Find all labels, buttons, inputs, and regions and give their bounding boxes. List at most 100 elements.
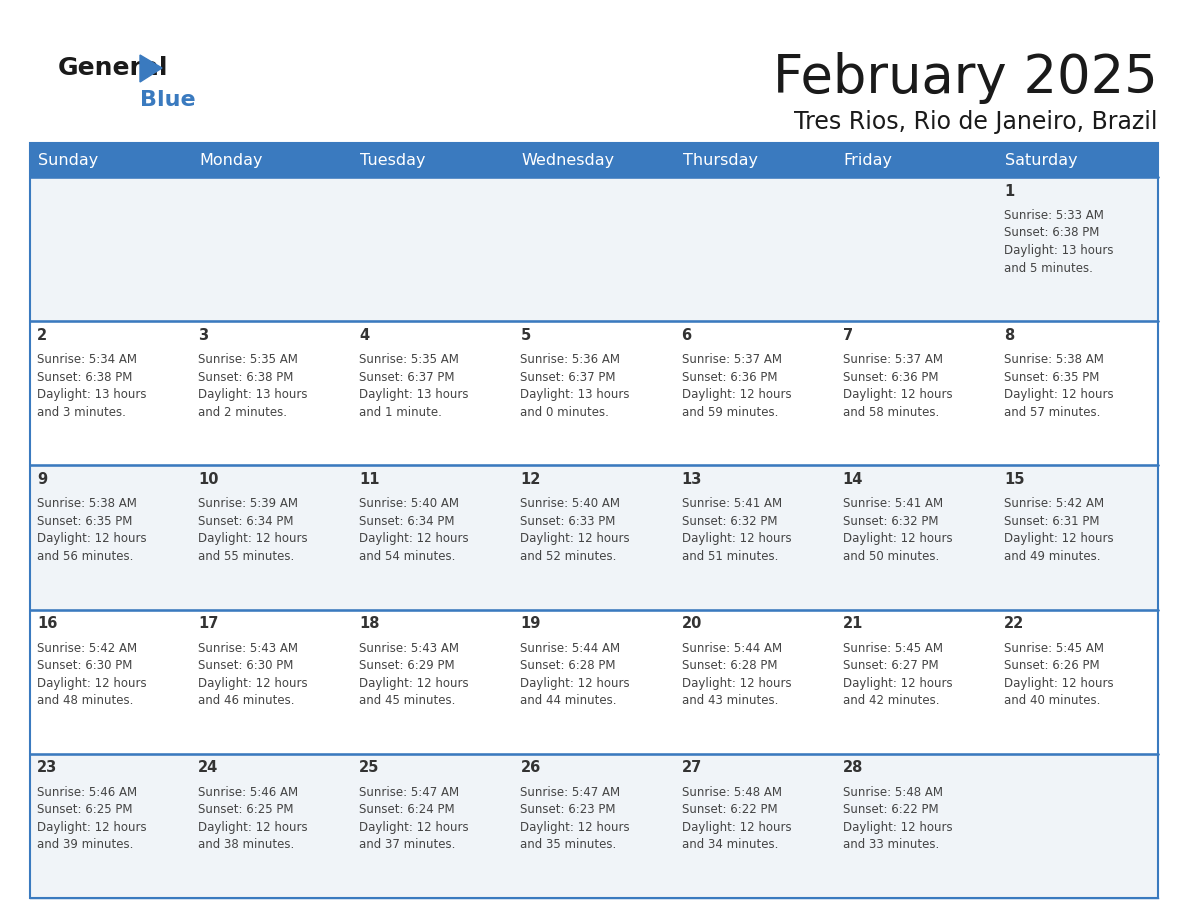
Bar (30, 177, 191, 321)
Bar (353, 754, 513, 898)
Text: Daylight: 12 hours: Daylight: 12 hours (1004, 388, 1113, 401)
Text: Daylight: 12 hours: Daylight: 12 hours (37, 532, 146, 545)
Text: and 39 minutes.: and 39 minutes. (37, 838, 133, 851)
Bar (675, 754, 835, 898)
Text: and 52 minutes.: and 52 minutes. (520, 550, 617, 563)
Text: Daylight: 13 hours: Daylight: 13 hours (1004, 244, 1113, 257)
Text: Sunrise: 5:47 AM: Sunrise: 5:47 AM (520, 786, 620, 799)
Text: Sunset: 6:36 PM: Sunset: 6:36 PM (682, 371, 777, 384)
Text: and 43 minutes.: and 43 minutes. (682, 694, 778, 707)
Bar (997, 177, 1158, 321)
Bar (835, 754, 997, 898)
Text: Daylight: 12 hours: Daylight: 12 hours (842, 677, 953, 689)
Text: 21: 21 (842, 616, 864, 631)
Bar (191, 177, 353, 321)
Bar (835, 610, 997, 754)
Bar (675, 143, 835, 177)
Text: Sunrise: 5:42 AM: Sunrise: 5:42 AM (37, 642, 137, 655)
Text: Sunset: 6:38 PM: Sunset: 6:38 PM (37, 371, 132, 384)
Bar (835, 143, 997, 177)
Text: 19: 19 (520, 616, 541, 631)
Bar (675, 321, 835, 465)
Text: Sunset: 6:37 PM: Sunset: 6:37 PM (359, 371, 455, 384)
Text: and 48 minutes.: and 48 minutes. (37, 694, 133, 707)
Text: and 35 minutes.: and 35 minutes. (520, 838, 617, 851)
Text: and 44 minutes.: and 44 minutes. (520, 694, 617, 707)
Bar (30, 143, 1158, 898)
Text: Sunset: 6:26 PM: Sunset: 6:26 PM (1004, 659, 1099, 672)
Text: Sunset: 6:28 PM: Sunset: 6:28 PM (682, 659, 777, 672)
Text: 13: 13 (682, 472, 702, 487)
Text: Daylight: 12 hours: Daylight: 12 hours (842, 532, 953, 545)
Text: Friday: Friday (843, 152, 892, 167)
Text: Tres Rios, Rio de Janeiro, Brazil: Tres Rios, Rio de Janeiro, Brazil (795, 110, 1158, 134)
Text: and 50 minutes.: and 50 minutes. (842, 550, 939, 563)
Text: Sunset: 6:36 PM: Sunset: 6:36 PM (842, 371, 939, 384)
Text: Daylight: 12 hours: Daylight: 12 hours (37, 677, 146, 689)
Text: Sunset: 6:34 PM: Sunset: 6:34 PM (198, 515, 293, 528)
Bar (353, 177, 513, 321)
Text: Sunrise: 5:43 AM: Sunrise: 5:43 AM (198, 642, 298, 655)
Bar (30, 321, 191, 465)
Text: Sunrise: 5:46 AM: Sunrise: 5:46 AM (198, 786, 298, 799)
Text: Sunset: 6:32 PM: Sunset: 6:32 PM (682, 515, 777, 528)
Bar (353, 321, 513, 465)
Text: Sunset: 6:24 PM: Sunset: 6:24 PM (359, 803, 455, 816)
Bar (513, 465, 675, 610)
Text: and 58 minutes.: and 58 minutes. (842, 406, 939, 419)
Text: Sunset: 6:38 PM: Sunset: 6:38 PM (198, 371, 293, 384)
Text: General: General (58, 56, 169, 80)
Text: Monday: Monday (200, 152, 263, 167)
Text: and 45 minutes.: and 45 minutes. (359, 694, 456, 707)
Text: Daylight: 13 hours: Daylight: 13 hours (37, 388, 146, 401)
Text: Saturday: Saturday (1005, 152, 1078, 167)
Text: Sunrise: 5:47 AM: Sunrise: 5:47 AM (359, 786, 460, 799)
Text: Sunrise: 5:34 AM: Sunrise: 5:34 AM (37, 353, 137, 366)
Text: Daylight: 12 hours: Daylight: 12 hours (842, 821, 953, 834)
Text: and 3 minutes.: and 3 minutes. (37, 406, 126, 419)
Text: Sunset: 6:35 PM: Sunset: 6:35 PM (37, 515, 132, 528)
Text: Daylight: 12 hours: Daylight: 12 hours (359, 821, 469, 834)
Text: 23: 23 (37, 760, 57, 776)
Text: Sunset: 6:34 PM: Sunset: 6:34 PM (359, 515, 455, 528)
Text: Sunrise: 5:38 AM: Sunrise: 5:38 AM (1004, 353, 1104, 366)
Text: Daylight: 12 hours: Daylight: 12 hours (682, 821, 791, 834)
Text: and 37 minutes.: and 37 minutes. (359, 838, 456, 851)
Text: Tuesday: Tuesday (360, 152, 425, 167)
Text: Daylight: 13 hours: Daylight: 13 hours (359, 388, 469, 401)
Text: Blue: Blue (140, 90, 196, 110)
Bar (835, 465, 997, 610)
Text: Daylight: 12 hours: Daylight: 12 hours (1004, 532, 1113, 545)
Text: and 1 minute.: and 1 minute. (359, 406, 442, 419)
Text: Sunrise: 5:38 AM: Sunrise: 5:38 AM (37, 498, 137, 510)
Text: Sunrise: 5:44 AM: Sunrise: 5:44 AM (682, 642, 782, 655)
Text: Sunrise: 5:41 AM: Sunrise: 5:41 AM (682, 498, 782, 510)
Text: and 57 minutes.: and 57 minutes. (1004, 406, 1100, 419)
Bar (353, 143, 513, 177)
Text: and 0 minutes.: and 0 minutes. (520, 406, 609, 419)
Text: Sunset: 6:33 PM: Sunset: 6:33 PM (520, 515, 615, 528)
Text: Sunrise: 5:43 AM: Sunrise: 5:43 AM (359, 642, 460, 655)
Bar (191, 754, 353, 898)
Text: 5: 5 (520, 328, 531, 342)
Text: Sunrise: 5:35 AM: Sunrise: 5:35 AM (359, 353, 459, 366)
Text: Daylight: 12 hours: Daylight: 12 hours (682, 677, 791, 689)
Text: Daylight: 12 hours: Daylight: 12 hours (682, 388, 791, 401)
Text: Sunrise: 5:40 AM: Sunrise: 5:40 AM (520, 498, 620, 510)
Text: and 42 minutes.: and 42 minutes. (842, 694, 940, 707)
Text: Daylight: 12 hours: Daylight: 12 hours (198, 821, 308, 834)
Text: and 5 minutes.: and 5 minutes. (1004, 262, 1093, 274)
Text: 14: 14 (842, 472, 864, 487)
Text: Daylight: 12 hours: Daylight: 12 hours (198, 677, 308, 689)
Text: Daylight: 13 hours: Daylight: 13 hours (520, 388, 630, 401)
Text: Sunrise: 5:35 AM: Sunrise: 5:35 AM (198, 353, 298, 366)
Text: 10: 10 (198, 472, 219, 487)
Text: 22: 22 (1004, 616, 1024, 631)
Bar (513, 143, 675, 177)
Text: Sunrise: 5:44 AM: Sunrise: 5:44 AM (520, 642, 620, 655)
Text: Sunset: 6:27 PM: Sunset: 6:27 PM (842, 659, 939, 672)
Text: Daylight: 12 hours: Daylight: 12 hours (520, 821, 630, 834)
Text: Sunset: 6:38 PM: Sunset: 6:38 PM (1004, 227, 1099, 240)
Text: 7: 7 (842, 328, 853, 342)
Bar (191, 321, 353, 465)
